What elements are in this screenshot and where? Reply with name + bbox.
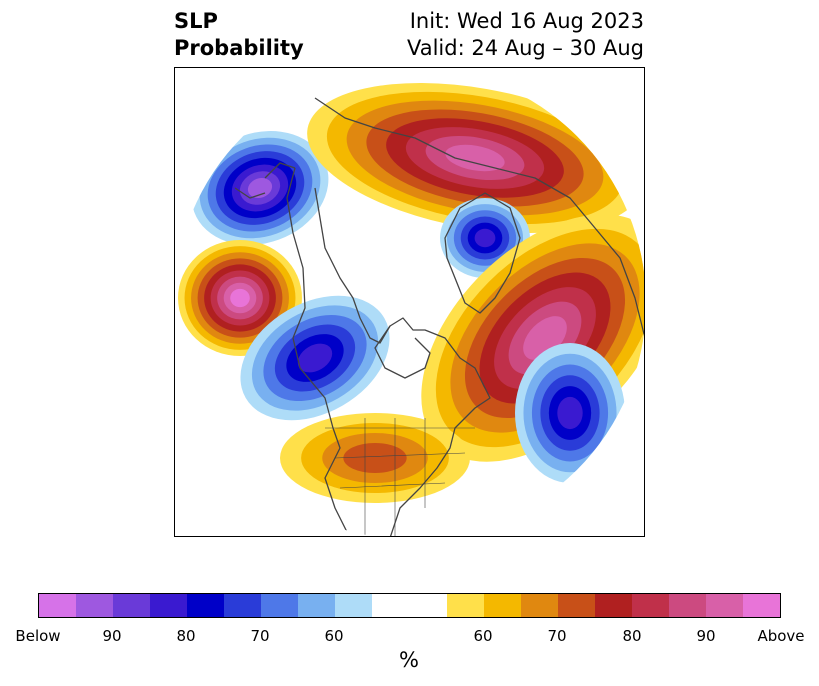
colorbar-neutral (372, 594, 447, 617)
title-left: SLP Probability (174, 8, 304, 62)
colorbar-above-swatch (668, 594, 706, 617)
valid-range: Valid: 24 Aug – 30 Aug (406, 36, 644, 60)
colorbar-below-swatch (39, 594, 77, 617)
north-pacific-high (178, 240, 302, 356)
colorbar-tick-label: 60 (473, 627, 493, 645)
colorbar-above-swatch (631, 594, 669, 617)
colorbar-below-swatch (335, 594, 373, 617)
colorbar-tick-label: 70 (547, 627, 567, 645)
north-atlantic-low-contour (557, 396, 583, 430)
colorbar-tick-label: 60 (324, 627, 344, 645)
colorbar-below-swatch (261, 594, 299, 617)
aleutian-low-contour (297, 343, 333, 373)
colorbar-tick-label: Below (15, 627, 61, 645)
colorbar-above-swatch (594, 594, 632, 617)
hudson-bay-coastline (374, 325, 431, 379)
siberia-arctic-high-contour (445, 144, 505, 172)
eastern-us-high-contour (343, 443, 407, 473)
title-variable: SLP (174, 9, 218, 33)
aleutian-low (240, 295, 390, 421)
colorbar-above-swatch (520, 594, 558, 617)
title-type: Probability (174, 36, 304, 60)
title-right: Init: Wed 16 Aug 2023 Valid: 24 Aug – 30… (407, 8, 644, 62)
colorbar-above-swatch (705, 594, 743, 617)
north-pacific-high-contour (230, 288, 250, 308)
colorbar-above-swatch (557, 594, 595, 617)
colorbar-unit-label: % (399, 648, 419, 672)
colorbar-tick-label: 80 (176, 627, 196, 645)
colorbar-below-swatch (187, 594, 225, 617)
colorbar-tick-label: 80 (622, 627, 642, 645)
north-atlantic-low (515, 343, 625, 483)
gulf-of-alaska-low-contour (247, 177, 273, 199)
colorbar-above-swatch (446, 594, 484, 617)
map-panel (174, 67, 645, 537)
init-date: Init: Wed 16 Aug 2023 (409, 9, 644, 33)
colorbar-below-swatch (76, 594, 114, 617)
colorbar-tick-label: 90 (696, 627, 716, 645)
colorbar-tick-label: Above (757, 627, 805, 645)
eastern-us-high (280, 413, 470, 503)
greenland-coastline (444, 192, 521, 314)
colorbar (38, 593, 781, 618)
probability-map (175, 68, 644, 536)
north-america-coastline (286, 167, 491, 536)
colorbar-above-swatch (483, 594, 521, 617)
colorbar-below-swatch (113, 594, 151, 617)
colorbar-above-swatch (742, 594, 780, 617)
colorbar-below-swatch (224, 594, 262, 617)
colorbar-below-swatch (298, 594, 336, 617)
us-borders (325, 418, 475, 536)
colorbar-below-swatch (150, 594, 188, 617)
alaska-coastline (234, 162, 296, 199)
colorbar-tick-label: 70 (250, 627, 270, 645)
siberia-arctic-high (307, 83, 643, 233)
eurasia-coastline (314, 97, 644, 339)
colorbar-tick-label: 90 (102, 627, 122, 645)
greenland-low-contour (474, 228, 496, 248)
